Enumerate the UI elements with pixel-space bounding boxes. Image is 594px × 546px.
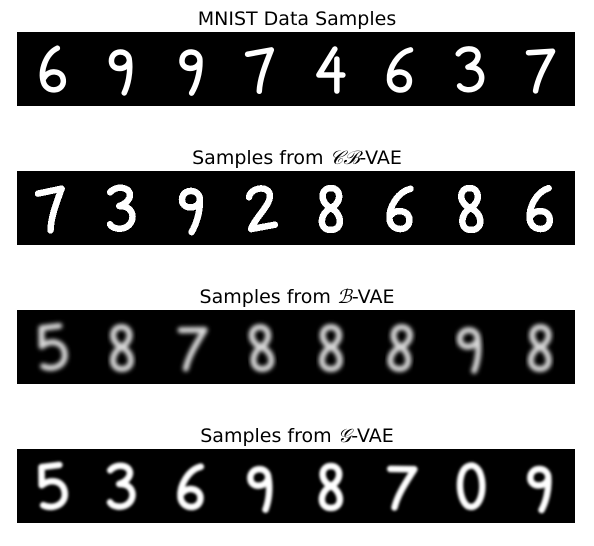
digit-sample [387, 324, 414, 372]
title-suffix: -VAE [351, 286, 395, 308]
digit-sample [527, 324, 552, 372]
title-math: 𝒞ℬ [329, 147, 360, 169]
digit-sample [316, 46, 346, 94]
digit-sample [526, 184, 554, 233]
digit-sample [525, 48, 556, 94]
digit-sample [108, 49, 133, 96]
digit-sample [109, 324, 134, 372]
digit-sample [106, 462, 136, 510]
digit-samples-canvas [39, 45, 556, 96]
panel-title-b-vae: Samples from ℬ-VAE [0, 286, 594, 308]
digit-sample [386, 465, 418, 511]
title-suffix: -VAE [351, 425, 394, 447]
digit-sample [318, 184, 344, 234]
digit-sample [247, 465, 273, 513]
digit-sample [38, 461, 69, 511]
digit-sample [318, 462, 344, 512]
title-math: ℬ [336, 286, 352, 308]
sample-strip-b-vae [17, 310, 575, 384]
title-prefix: Samples from [192, 147, 330, 169]
digit-sample [245, 185, 279, 233]
digit-sample [527, 465, 552, 514]
digit-sample [456, 327, 482, 374]
digit-sample [178, 187, 204, 236]
digit-sample [38, 322, 68, 371]
sample-strip-g-vae [17, 449, 575, 523]
digit-samples-canvas [34, 184, 554, 236]
digit-sample [456, 462, 486, 511]
panel-title-g-vae: Samples from 𝒢-VAE [0, 425, 594, 447]
panel-title-cb-vae: Samples from 𝒞ℬ-VAE [0, 147, 594, 169]
digit-sample [177, 326, 208, 372]
digit-sample [318, 324, 343, 372]
title-prefix: Samples from [199, 286, 337, 308]
digit-sample [248, 324, 275, 372]
digit-sample [455, 46, 485, 93]
title-prefix: Samples from [200, 425, 338, 447]
digit-sample [177, 463, 205, 511]
title-suffix: -VAE [359, 147, 402, 169]
digit-sample [179, 49, 203, 96]
digit-sample [386, 47, 414, 93]
digit-sample [458, 184, 484, 234]
digit-samples-canvas [38, 322, 552, 374]
digit-sample [34, 185, 65, 234]
sample-strip-mnist [17, 32, 575, 106]
title-prefix: MNIST Data Samples [197, 8, 397, 30]
title-math: 𝒢 [337, 425, 352, 447]
sample-strip-cb-vae [17, 171, 575, 245]
panel-title-mnist: MNIST Data Samples [0, 8, 594, 30]
digit-sample [244, 47, 275, 95]
digit-sample [106, 184, 136, 232]
digit-sample [386, 185, 414, 233]
digit-sample [39, 45, 67, 93]
digit-samples-canvas [38, 461, 552, 514]
